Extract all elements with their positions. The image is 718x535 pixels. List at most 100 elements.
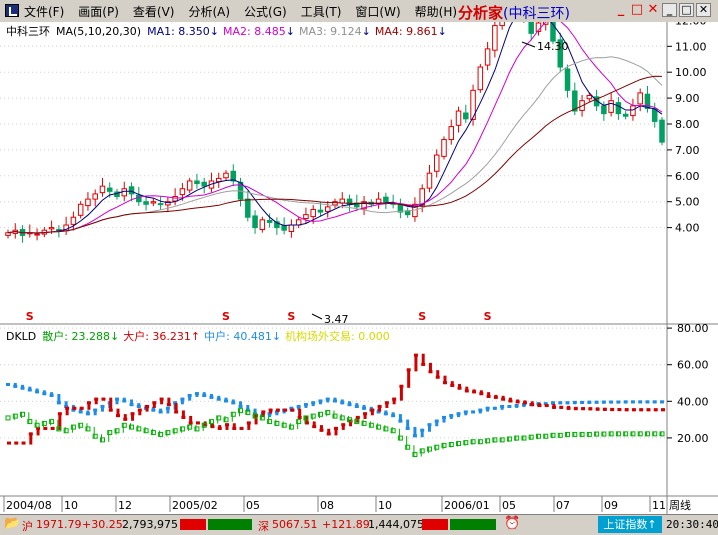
candle-body [215, 177, 222, 183]
san-bar [143, 428, 149, 434]
san-bar [659, 431, 665, 437]
menu-formula[interactable]: 公式(G) [244, 5, 287, 19]
y-tick-label: 7.00 [675, 144, 700, 157]
clock: 20:30:40 [666, 518, 718, 531]
candle-body [194, 180, 200, 185]
dkld-bars [5, 353, 665, 458]
candle-body [637, 92, 643, 105]
menu-analysis[interactable]: 分析(A) [188, 5, 231, 19]
san-bar [579, 431, 585, 437]
status-bar: 📂 沪 1971.79 +30.25 2,793,975 深 5067.51 +… [0, 514, 718, 535]
san-bar [514, 435, 520, 441]
y-tick-label: 5.00 [675, 196, 700, 209]
candle-body [383, 196, 389, 203]
san-bar [114, 428, 120, 434]
x-tick-label: 09 [604, 499, 618, 512]
app-logo-icon[interactable] [5, 4, 19, 17]
san-bar [34, 422, 40, 428]
x-tick-label: 2004/08 [6, 499, 52, 512]
san-bar [492, 437, 498, 443]
frame-restore-button[interactable]: □ [679, 3, 694, 17]
menu-screen[interactable]: 画面(P) [78, 5, 119, 19]
candle-body [477, 66, 484, 91]
sh-label: 沪 [22, 520, 33, 533]
candle-body [484, 48, 491, 66]
san-bar [565, 431, 571, 437]
candle-body [288, 224, 295, 232]
candle-body [92, 193, 98, 200]
menu-view[interactable]: 查看(V) [132, 5, 175, 19]
y-tick-label: 20.00 [677, 432, 709, 445]
san-bar [426, 446, 432, 452]
candle-body [281, 225, 287, 231]
frame-controls: _ □ ✕ [662, 3, 713, 17]
folder-icon[interactable]: 📂 [4, 516, 21, 531]
menu-help[interactable]: 帮助(H) [414, 5, 458, 19]
index-button[interactable]: 上证指数↑ [598, 516, 662, 533]
san-bar [485, 438, 491, 444]
san-bar [129, 424, 135, 430]
y-tick-label: 80.00 [677, 322, 709, 335]
san-bar [463, 440, 469, 446]
candle-body [601, 105, 607, 115]
sz-volume: 1,444,075 [368, 518, 424, 531]
candle-body [157, 203, 164, 206]
san-bar [390, 428, 396, 434]
sh-down-bar [208, 519, 252, 530]
san-bar [383, 426, 389, 432]
menu-window[interactable]: 窗口(W) [355, 5, 401, 19]
frame-minimize-button[interactable]: _ [662, 3, 677, 17]
alarm-icon[interactable]: ⏰ [504, 516, 521, 531]
period-label[interactable]: 周线 [669, 498, 691, 512]
x-tick-label: 05 [246, 499, 260, 512]
san-bar [56, 426, 62, 432]
signal-mark: S [26, 310, 34, 323]
san-bar [41, 420, 47, 426]
san-bar [347, 417, 353, 423]
high-marker-line [521, 41, 536, 48]
sh-volume: 2,793,975 [122, 518, 178, 531]
san-bar [107, 430, 113, 436]
candle-body [433, 154, 440, 172]
san-bar [594, 431, 600, 437]
candle-body [455, 110, 462, 126]
candle-body [593, 96, 600, 107]
candle-body [354, 202, 360, 208]
x-tick-label: 07 [556, 499, 570, 512]
frame-close-button[interactable]: ✕ [696, 3, 711, 17]
y-tick-label: 11.00 [675, 40, 707, 53]
menu-file[interactable]: 文件(F) [24, 5, 65, 19]
candle-body [259, 219, 266, 231]
candle-body [564, 68, 571, 91]
main-y-axis: 14.0013.0012.0011.0010.009.008.007.006.0… [667, 0, 707, 235]
san-bar [136, 426, 142, 432]
candle-body [106, 187, 113, 192]
candle-body [143, 201, 149, 205]
high-label: 14.30 [537, 40, 569, 53]
san-bar [615, 431, 621, 437]
sz-change: +121.89 [322, 518, 370, 531]
menu-tools[interactable]: 工具(T) [300, 5, 342, 19]
brand-stock: (中科三环) [503, 6, 570, 22]
maximize-button[interactable]: □ [630, 2, 644, 17]
y-tick-label: 4.00 [675, 222, 700, 235]
san-bar [499, 437, 505, 443]
san-bar [535, 433, 541, 439]
san-bar [644, 431, 650, 437]
y-tick-label: 9.00 [675, 92, 700, 105]
candle-body [99, 185, 106, 194]
close-button[interactable]: ✕ [647, 2, 659, 17]
candle-body [179, 188, 186, 196]
candle-body [274, 221, 280, 229]
san-bar [179, 426, 185, 432]
san-bar [259, 415, 265, 421]
candle-body [230, 170, 237, 182]
san-bar [434, 444, 440, 450]
san-bar [550, 432, 556, 438]
minimize-button[interactable]: _ [617, 2, 625, 17]
san-bar [354, 419, 360, 425]
candle-body [346, 198, 353, 205]
